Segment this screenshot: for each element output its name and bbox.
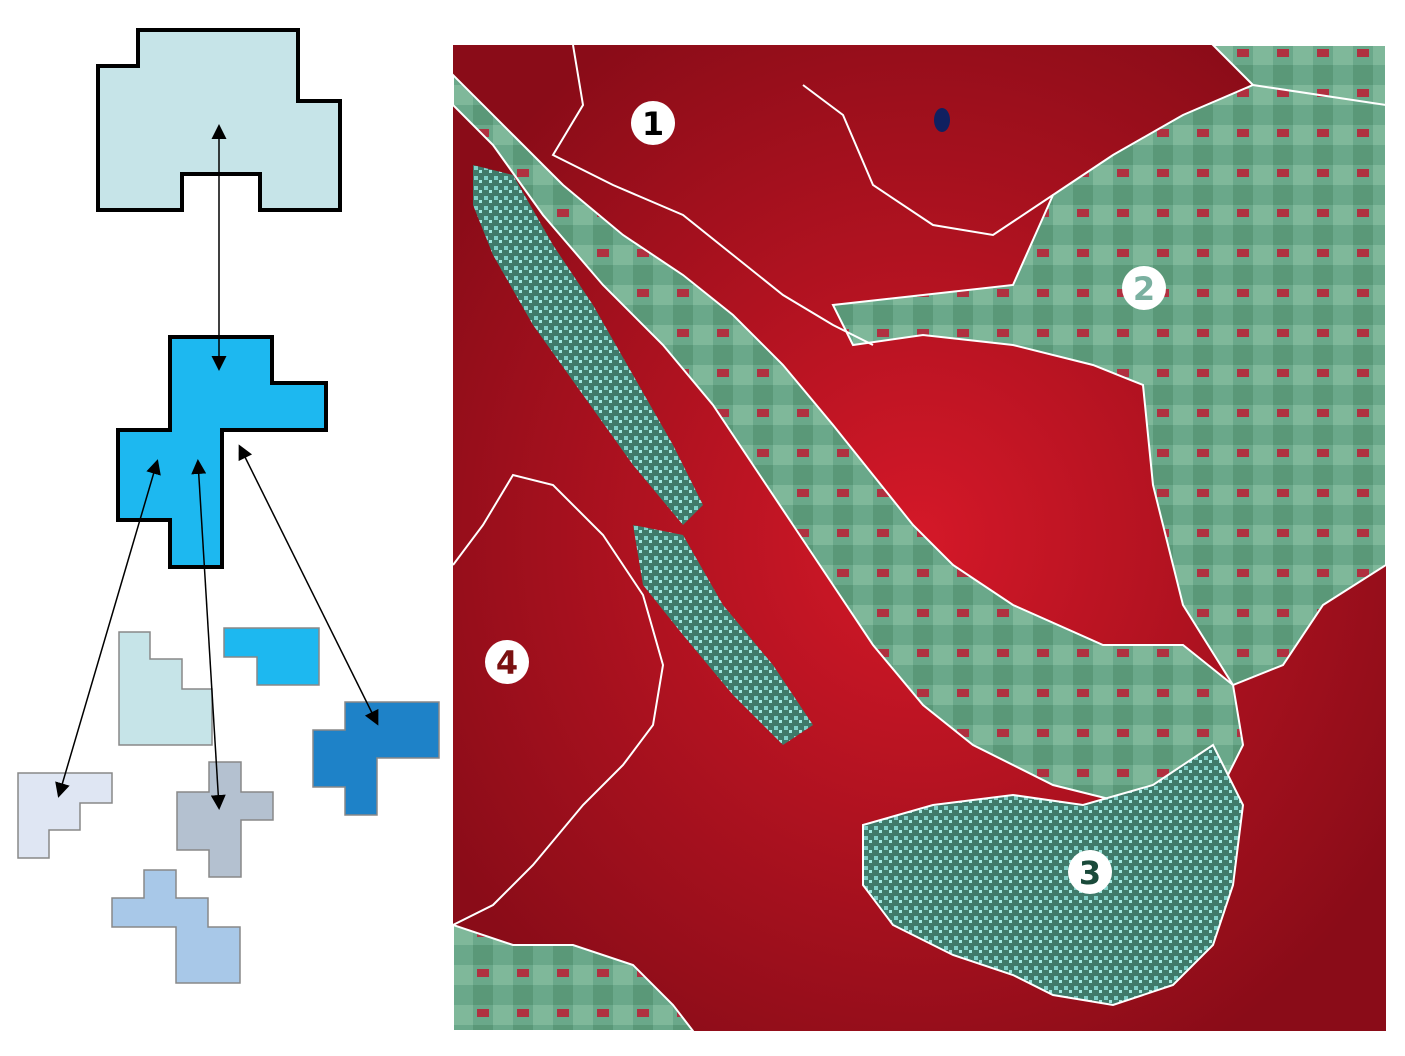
region-label-1: 1	[631, 101, 675, 145]
region-label-2: 2	[1122, 266, 1166, 310]
leaf-segment-blue	[312, 701, 440, 816]
region-label-4: 4	[485, 640, 529, 684]
region-1-boundary	[551, 45, 874, 346]
leaf-segment-lightcyan	[118, 631, 213, 746]
leaf-segment-lavender	[17, 772, 113, 859]
urban-north	[473, 165, 703, 525]
leaf-segment-cyan	[223, 627, 320, 686]
root-segment	[96, 28, 342, 212]
mid-segment	[116, 335, 328, 569]
svg-text:4: 4	[496, 644, 518, 682]
svg-text:3: 3	[1079, 854, 1101, 892]
arrow-mid-blue	[238, 444, 379, 726]
svg-text:2: 2	[1133, 270, 1155, 308]
fields-top-right	[1211, 45, 1386, 107]
satellite-image: 1 2 3 4	[453, 45, 1386, 1031]
leaf-segment-paleblue	[111, 869, 241, 984]
region-3-city	[862, 743, 1245, 1007]
region-4-boundary	[453, 473, 665, 926]
valley-strip	[453, 73, 1245, 806]
lake	[934, 108, 950, 132]
region-label-3: 3	[1068, 850, 1112, 894]
region-1-inner-boundary	[802, 84, 1054, 237]
urban-mid	[633, 525, 813, 745]
segment-hierarchy-diagram	[17, 28, 440, 984]
arrow-mid-slate	[191, 459, 226, 810]
arrow-mid-lavender	[55, 459, 161, 798]
fields-bottom-left	[453, 923, 695, 1031]
leaf-segment-slate	[176, 761, 274, 878]
svg-text:1: 1	[642, 105, 664, 143]
